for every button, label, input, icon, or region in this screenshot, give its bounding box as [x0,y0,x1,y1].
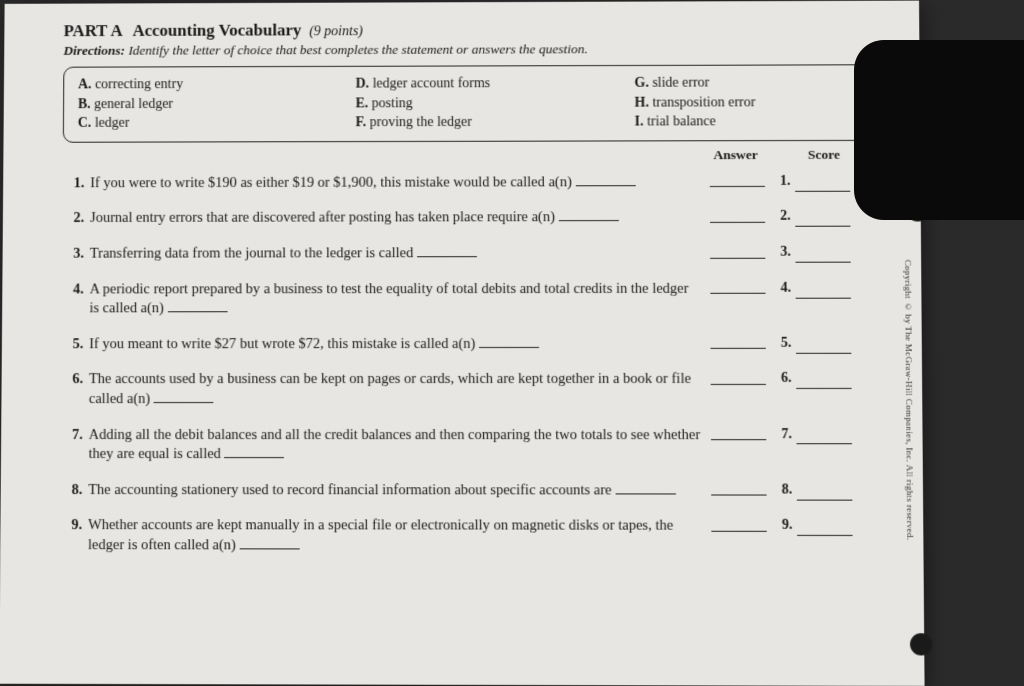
question-text: Transferring data from the journal to th… [90,244,710,264]
question-text: If you were to write $190 as either $19 … [90,173,710,194]
question-text: The accounts used by a business can be k… [89,370,711,409]
question-text: If you meant to write $27 but wrote $72,… [89,335,710,355]
choice-h: H. transposition error [634,93,854,113]
choice-c: C. ledger [78,114,296,134]
header: PART A Accounting Vocabulary (9 points) … [63,19,869,59]
score-blank: 8. [782,481,873,500]
question-row: 7.Adding all the debit balances and all … [61,426,873,466]
choice-column-3: G. slide error H. transposition error I.… [634,73,854,132]
answer-blank[interactable] [711,481,782,496]
question-number: 8. [60,481,88,501]
answer-blank[interactable] [710,208,780,223]
score-blank: 5. [781,335,872,354]
answer-choices-box: A. correcting entry B. general ledger C.… [63,64,870,142]
question-text: A periodic report prepared by a business… [89,279,710,319]
fill-blank[interactable] [167,299,227,312]
score-blank: 7. [781,426,872,445]
score-blank: 3. [780,244,871,263]
question-row: 5.If you meant to write $27 but wrote $7… [61,335,871,355]
choice-g: G. slide error [634,73,854,93]
question-number: 1. [62,174,90,193]
question-row: 9.Whether accounts are kept manually in … [60,516,873,556]
question-row: 2.Journal entry errors that are discover… [62,208,870,229]
answer-blank[interactable] [711,426,782,441]
answer-blank[interactable] [711,517,782,532]
question-number: 5. [61,335,89,355]
question-text: Adding all the debit balances and all th… [88,426,711,465]
question-text: Journal entry errors that are discovered… [90,208,710,229]
question-number: 7. [61,426,89,446]
choice-b: B. general ledger [78,94,296,114]
answer-blank[interactable] [710,173,780,188]
score-header: Score [808,147,840,163]
choice-column-1: A. correcting entry B. general ledger C.… [78,75,296,134]
score-blank: 6. [781,370,872,389]
score-blank: 9. [782,517,873,536]
score-blank: 4. [780,279,871,298]
choice-i: I. trial balance [635,112,855,132]
directions-text: Identify the letter of choice that best … [128,41,587,57]
choice-a: A. correcting entry [78,75,296,95]
fill-blank[interactable] [417,244,477,257]
score-blank: 2. [780,208,870,227]
question-row: 6.The accounts used by a business can be… [61,370,872,409]
question-row: 8.The accounting stationery used to reco… [60,481,872,501]
directions: Directions: Identify the letter of choic… [63,40,869,58]
foreground-object [854,40,1024,220]
points: (9 points) [309,24,363,39]
choice-e: E. posting [356,94,575,114]
fill-blank[interactable] [225,445,285,458]
choice-d: D. ledger account forms [356,74,575,94]
question-number: 6. [61,371,89,391]
copyright-text: Copyright © by The McGraw-Hill Companies… [903,260,915,541]
answer-blank[interactable] [710,279,780,294]
question-number: 9. [60,516,88,536]
answer-header: Answer [713,147,757,163]
question-number: 2. [62,209,90,228]
choice-f: F. proving the ledger [355,113,574,133]
part-title: Accounting Vocabulary [132,21,301,40]
fill-blank[interactable] [575,173,635,186]
fill-blank[interactable] [558,208,618,221]
choice-column-2: D. ledger account forms E. posting F. pr… [355,74,574,133]
answer-blank[interactable] [711,370,781,385]
question-row: 4.A periodic report prepared by a busine… [62,279,872,319]
question-number: 3. [62,245,90,264]
column-headers: Answer Score [63,147,840,165]
questions-list: 1.If you were to write $190 as either $1… [60,173,873,557]
fill-blank[interactable] [615,481,675,494]
answer-blank[interactable] [710,244,780,259]
worksheet-page: PART A Accounting Vocabulary (9 points) … [0,1,925,686]
directions-label: Directions: [63,43,125,58]
fill-blank[interactable] [479,335,539,348]
hole-punch-icon [910,633,932,655]
answer-blank[interactable] [710,335,780,350]
question-text: The accounting stationery used to record… [88,481,711,501]
fill-blank[interactable] [239,536,299,549]
question-row: 3.Transferring data from the journal to … [62,244,871,265]
fill-blank[interactable] [154,390,214,403]
question-number: 4. [62,280,90,299]
question-row: 1.If you were to write $190 as either $1… [62,173,870,194]
question-text: Whether accounts are kept manually in a … [88,516,712,556]
part-label: PART A [64,21,123,40]
